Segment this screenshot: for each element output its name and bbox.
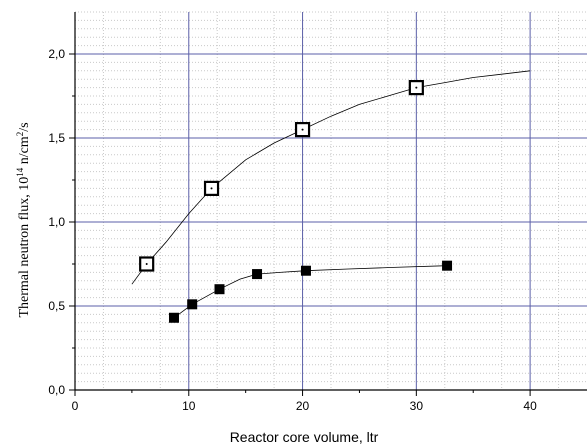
tick-labels: 0 10 20 30 40 0,0 0,5 1,0 1,5 2,0: [48, 47, 537, 413]
x-axis-title: Reactor core volume, ltr: [230, 429, 379, 445]
y-tick-label: 0,5: [48, 299, 65, 313]
axes: [74, 12, 587, 391]
fit-curves: [131, 70, 531, 319]
open-square-center-dot: [145, 263, 148, 265]
y-tick-label: 0,0: [48, 383, 65, 397]
open-square-center-dot: [301, 128, 304, 131]
x-tick-label: 0: [72, 399, 79, 413]
y-axis-title-exp2: 2: [15, 132, 25, 137]
filled-square-marker: [214, 284, 225, 295]
y-tick-label: 1,5: [48, 131, 65, 145]
major-grid: [75, 12, 587, 390]
y-tick-label: 2,0: [48, 47, 65, 61]
open-square-point: [294, 121, 311, 138]
open-square-point: [408, 79, 424, 96]
filled-square-marker: [168, 312, 179, 323]
open-square-center-dot: [210, 187, 213, 190]
filled-square-marker: [252, 269, 263, 280]
x-tick-label: 40: [523, 399, 537, 413]
fit-curve-series-1: [131, 70, 531, 285]
filled-square-marker: [187, 299, 198, 310]
filled-square-marker: [442, 260, 453, 271]
y-axis-title-prefix: Thermal neutron flux, 10: [17, 177, 32, 318]
open-square-center-dot: [415, 86, 418, 89]
y-axis-title: Thermal neutron flux, 1014 n/cm2/s: [15, 122, 32, 317]
y-tick-label: 1,0: [48, 215, 65, 229]
open-square-point: [203, 180, 220, 196]
y-axis-title-exp1: 14: [15, 167, 25, 177]
ticks: [69, 53, 531, 396]
x-tick-label: 10: [182, 399, 196, 413]
x-tick-label: 30: [410, 399, 424, 413]
data-markers: [139, 79, 453, 323]
y-axis-title-suffix: /s: [17, 122, 32, 131]
minor-grid: [75, 11, 587, 390]
x-tick-label: 20: [296, 399, 310, 413]
fit-curve-series-2: [173, 265, 448, 319]
filled-square-marker: [300, 265, 311, 276]
y-axis-title-mid: n/cm: [17, 136, 32, 168]
open-square-point: [139, 256, 155, 272]
